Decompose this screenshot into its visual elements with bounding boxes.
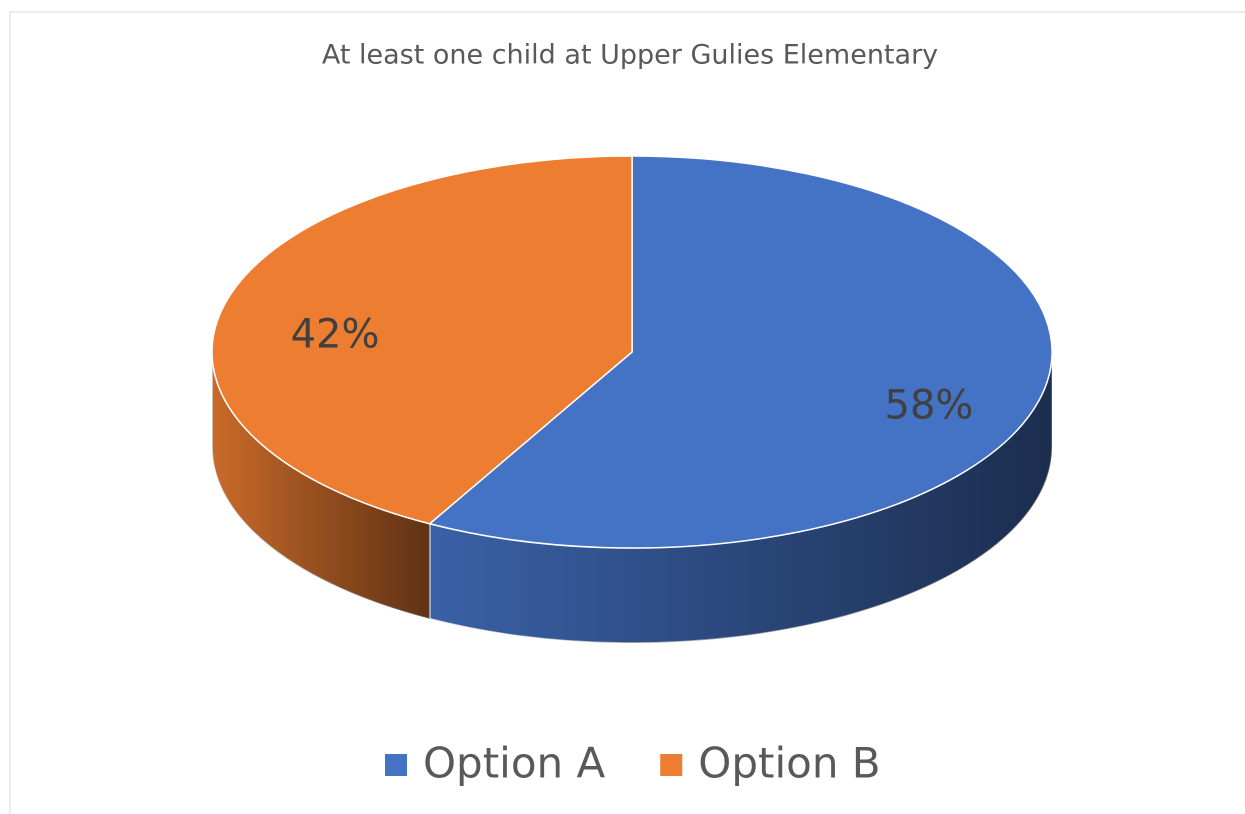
slice bbox=[428, 155, 1053, 549]
data-label: 58% bbox=[885, 383, 974, 429]
data-label: 42% bbox=[291, 311, 380, 357]
chart-title: At least one child at Upper Gulies Eleme… bbox=[322, 40, 938, 71]
legend-swatch bbox=[660, 754, 683, 776]
legend-swatch bbox=[385, 754, 407, 776]
legend-label: Option A bbox=[423, 739, 606, 788]
slice bbox=[211, 155, 633, 525]
legend-label: Option B bbox=[698, 739, 880, 788]
slice-side-shade bbox=[429, 352, 1052, 643]
slice-side-shade bbox=[212, 352, 430, 619]
